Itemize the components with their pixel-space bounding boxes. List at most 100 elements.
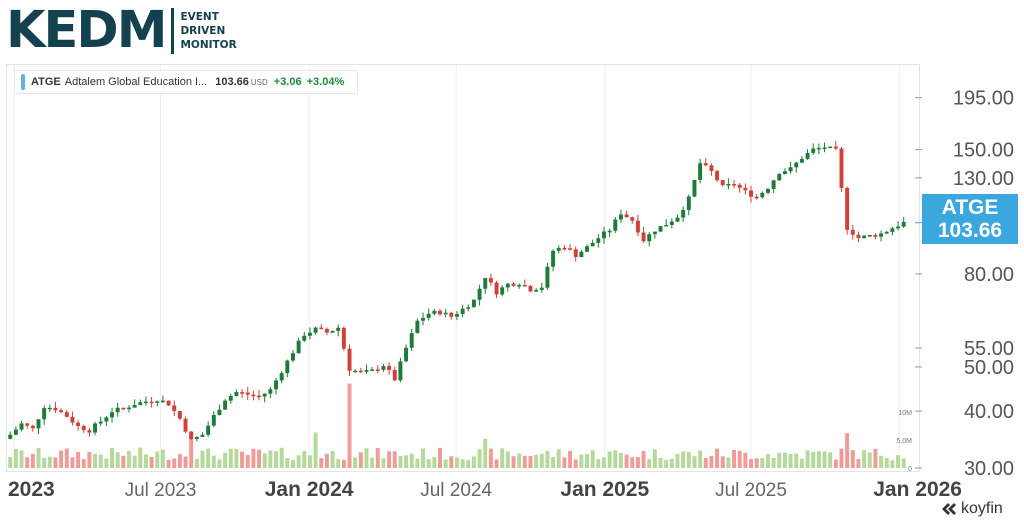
chart-frame — [6, 64, 920, 472]
x-tick-label: Jul 2024 — [420, 480, 492, 501]
candle-body — [257, 395, 262, 398]
candle-body — [754, 196, 759, 199]
grid — [13, 65, 901, 468]
candle-body — [675, 217, 680, 222]
candle-body — [618, 214, 623, 220]
candle-body — [630, 217, 635, 221]
volume-bar — [703, 458, 708, 468]
volume-bar — [517, 453, 522, 468]
candle-body — [709, 165, 714, 172]
volume-bar — [415, 458, 420, 468]
volume-bar — [172, 458, 177, 468]
volume-bar — [477, 449, 482, 468]
candle-body — [715, 171, 720, 181]
volume-bar — [884, 457, 889, 468]
volume-bar — [160, 449, 165, 468]
candle-body — [511, 283, 516, 286]
candle-body — [76, 422, 81, 426]
volume-bar — [607, 451, 612, 468]
volume-bar — [760, 458, 765, 468]
logo-divider — [171, 8, 175, 54]
candle-body — [138, 402, 143, 405]
y-tick-label: 150.00 — [953, 140, 1014, 162]
x-tick-label: 2023 — [8, 478, 55, 501]
candle-body — [845, 187, 850, 230]
logo-tagline: EVENT DRIVEN MONITOR — [180, 10, 236, 52]
volume-bar — [494, 459, 499, 468]
volume-bar — [47, 456, 52, 468]
candle-body — [545, 266, 550, 288]
candle-body — [782, 171, 787, 175]
volume-bar — [771, 458, 776, 468]
volume-bar — [13, 449, 18, 468]
candle-body — [466, 307, 471, 309]
volume-bar — [443, 459, 448, 468]
candle-body — [336, 327, 341, 331]
legend-price: 103.66 — [215, 76, 249, 88]
candle-body — [121, 407, 126, 410]
candle-body — [234, 392, 239, 396]
candle-body — [624, 214, 629, 218]
candle-body — [692, 179, 697, 197]
candle-body — [828, 146, 833, 149]
candle-body — [64, 412, 69, 417]
candle-body — [483, 278, 488, 289]
candle-body — [890, 228, 895, 232]
candle-body — [70, 416, 75, 423]
candle-body — [794, 162, 799, 168]
candle-body — [132, 404, 137, 408]
kedm-logo[interactable]: KEDM EVENT DRIVEN MONITOR — [6, 5, 237, 56]
volume-bar — [556, 449, 561, 468]
koyfin-wordmark: koyfin — [961, 500, 1003, 517]
candle-body — [279, 373, 284, 381]
volume-bar — [551, 457, 556, 468]
volume-bar — [206, 448, 211, 468]
candle-body — [579, 251, 584, 258]
volume-bar — [664, 459, 669, 468]
volume-bar — [799, 458, 804, 468]
koyfin-watermark[interactable]: koyfin — [940, 500, 1003, 518]
y-tick-label: 130.00 — [953, 168, 1014, 190]
candle-body — [302, 335, 307, 341]
candle-body — [415, 320, 420, 334]
candle-body — [438, 310, 442, 315]
volume-bar — [81, 459, 86, 468]
series-legend[interactable]: ATGE Adtalem Global Education I... 103.6… — [14, 70, 359, 94]
candle-body — [81, 425, 86, 431]
volume-bar — [392, 451, 397, 468]
candle-body — [42, 408, 47, 420]
volume-bar — [36, 447, 41, 468]
volume-bar — [296, 455, 301, 468]
candle-body — [375, 369, 380, 371]
legend-company-name: Adtalem Global Education I... — [64, 76, 208, 88]
candle-body — [251, 394, 256, 397]
volume-bar — [262, 453, 267, 468]
volume-bar — [675, 454, 680, 468]
volume-bar — [240, 451, 245, 468]
candle-body — [596, 238, 601, 243]
tagline-line: EVENT — [180, 11, 219, 23]
candle-body — [647, 234, 652, 242]
candle-body — [149, 401, 154, 404]
candle-body — [30, 425, 35, 429]
candle-body — [681, 209, 686, 218]
candle-body — [87, 430, 92, 433]
volume-bar — [805, 450, 810, 468]
candle-body — [228, 395, 233, 401]
badge-symbol: ATGE — [941, 196, 999, 219]
candle-body — [268, 389, 273, 394]
candle-body — [206, 425, 211, 435]
y-tick-label: 80.00 — [964, 264, 1014, 286]
candle-body — [816, 147, 821, 150]
volume-bar — [166, 459, 171, 468]
candle-body — [19, 423, 24, 430]
volume-bar — [404, 455, 409, 468]
volume-bar — [460, 459, 465, 468]
volume-bar — [155, 451, 160, 468]
volume-bar — [709, 455, 714, 468]
volume-bar — [8, 457, 13, 468]
volume-bar — [330, 450, 335, 468]
volume-bar — [268, 450, 273, 468]
volume-bar — [782, 452, 787, 468]
